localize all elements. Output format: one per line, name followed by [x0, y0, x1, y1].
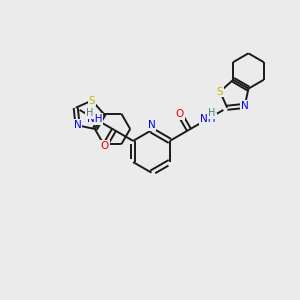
Text: N: N [148, 120, 155, 130]
Text: N: N [241, 101, 249, 111]
Text: NH: NH [87, 114, 103, 124]
Text: N: N [74, 120, 82, 130]
Text: H: H [86, 109, 93, 118]
Text: S: S [217, 87, 223, 97]
Text: S: S [88, 96, 95, 106]
Text: O: O [101, 141, 109, 151]
Text: H: H [208, 109, 216, 118]
Text: NH: NH [200, 114, 216, 124]
Text: O: O [176, 109, 184, 119]
